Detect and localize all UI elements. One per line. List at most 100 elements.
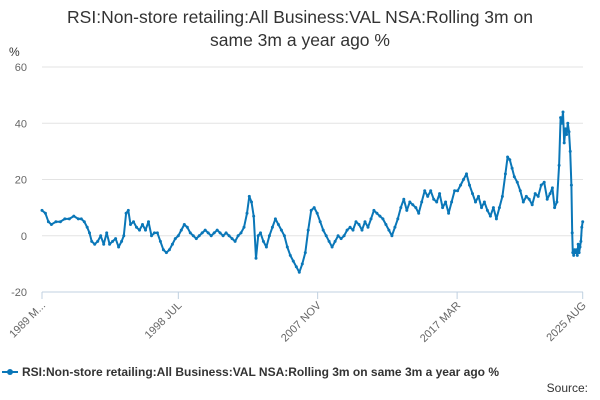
data-point [579,239,583,243]
data-point [524,194,528,198]
data-point [46,220,50,224]
data-point [191,234,195,238]
data-point [99,234,103,238]
data-point [453,189,457,193]
data-point [227,234,231,238]
y-tick-label: -20 [11,287,27,299]
data-point [252,214,256,218]
data-point [306,228,310,232]
data-point [182,223,186,226]
data-point [548,192,552,196]
data-point [339,237,343,241]
data-point [456,189,460,193]
data-point [432,197,436,201]
data-point [500,194,504,198]
data-point [147,220,150,224]
data-point [533,192,537,196]
data-point [482,200,486,204]
data-point [79,217,83,221]
data-point [550,186,554,190]
data-point [282,234,286,238]
data-point [273,217,277,221]
data-point [566,121,570,125]
data-point [565,133,569,136]
data-point [581,220,585,224]
data-point [510,166,514,170]
data-point [411,203,415,207]
y-tick-label: 0 [21,231,27,243]
data-point [438,192,442,196]
data-point [122,234,126,238]
data-point [508,158,512,162]
data-point [488,214,492,218]
data-point [396,217,400,221]
data-point [194,237,198,241]
data-point [144,228,147,232]
data-point [515,180,519,184]
data-point [568,149,572,153]
data-point [360,228,364,232]
data-point [230,237,234,241]
data-point [342,234,346,238]
data-point [369,217,373,221]
data-point [333,239,337,243]
data-point [124,211,128,215]
data-point [209,234,213,238]
data-point [444,200,448,204]
data-point [348,225,352,229]
x-axis: 1989 M... 1998 JUL 2007 NOV 2017 MAR 2025 AU… [7,291,589,345]
data-point [155,231,159,235]
data-point [114,237,118,241]
x-tick-label: 2007 NOV [279,299,324,344]
data-point [203,228,207,232]
data-point [512,175,516,179]
data-point [164,251,168,255]
data-point [206,231,210,235]
data-point [239,231,243,235]
data-point [561,110,565,114]
data-point [477,194,480,198]
data-point [161,248,165,252]
data-point [294,265,298,269]
data-point [88,231,91,235]
data-point [236,234,240,238]
data-point [303,251,307,255]
data-point [503,172,507,176]
data-point [318,220,322,224]
data-point [267,234,271,238]
data-point [414,206,418,210]
data-point [43,211,47,215]
data-point [245,211,249,215]
x-tick-label: 1998 JUL [143,300,185,342]
data-point [49,223,53,226]
data-point [366,225,370,229]
data-point [518,189,522,193]
data-point [259,231,262,235]
data-point [336,234,340,238]
data-point [132,220,135,224]
data-point [559,116,563,120]
data-point [545,197,549,201]
data-point [542,180,546,184]
data-point [465,172,468,176]
data-point [285,245,289,249]
data-point [571,251,575,255]
y-axis-unit-label: % [9,45,20,59]
data-point [521,200,525,204]
data-point [357,223,361,226]
data-point [90,239,94,243]
data-point [221,234,225,238]
data-point [291,259,295,263]
data-point [480,206,483,210]
data-point [120,239,124,243]
data-point [578,245,582,249]
data-point [324,234,328,238]
data-point [474,200,477,204]
data-point [254,256,258,260]
data-point [126,208,130,212]
data-point [297,270,301,274]
data-point [580,225,584,229]
data-point [72,214,76,218]
data-point [393,225,397,229]
data-point [176,234,180,238]
